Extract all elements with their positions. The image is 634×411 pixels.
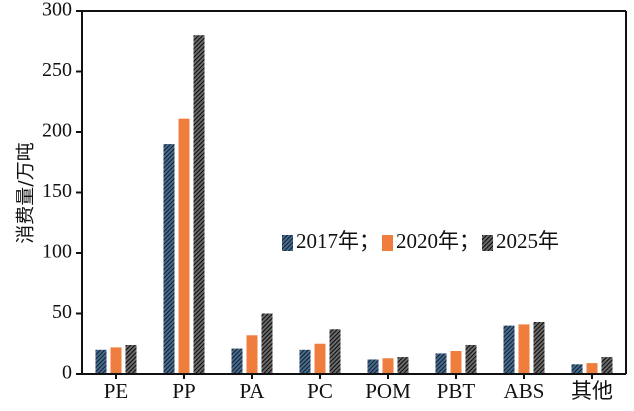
bar-PA-2017年 (231, 348, 243, 374)
bar-PP-2020年 (178, 118, 190, 374)
bar-其他-2020年 (586, 363, 598, 374)
bar-PC-2020年 (314, 343, 326, 374)
legend-label: 2020年； (396, 229, 480, 253)
bar-PBT-2017年 (435, 353, 447, 374)
legend-swatch (482, 235, 493, 251)
x-tick-label: ABS (504, 379, 545, 403)
bar-POM-2017年 (367, 359, 379, 374)
legend-swatch (382, 235, 393, 251)
y-tick-label: 150 (42, 180, 72, 202)
x-tick-label: PBT (437, 379, 476, 403)
bar-ABS-2020年 (518, 324, 530, 374)
bar-PE-2025年 (125, 344, 137, 374)
y-tick-label: 100 (42, 241, 72, 263)
bar-PA-2020年 (246, 335, 258, 374)
legend-label: 2025年 (496, 229, 559, 253)
bar-ABS-2017年 (503, 325, 515, 374)
axes (81, 10, 627, 375)
bar-PC-2017年 (299, 349, 311, 374)
x-tick-label: PP (172, 379, 195, 403)
x-tick-label: PC (307, 379, 333, 403)
bar-PC-2025年 (329, 329, 341, 374)
bar-PP-2017年 (163, 144, 175, 374)
y-tick-label: 0 (62, 362, 72, 384)
bar-PE-2017年 (95, 349, 107, 374)
x-axis-labels: PE PP PA PC POM PBT ABS 其他 (104, 374, 613, 403)
bar-其他-2017年 (571, 364, 583, 374)
bar-POM-2025年 (397, 357, 409, 374)
x-tick-label: PE (104, 379, 129, 403)
bar-PE-2020年 (110, 347, 122, 374)
y-axis-title-group: 消费量/万吨 (15, 142, 37, 243)
bar-POM-2020年 (382, 358, 394, 374)
legend: 2017年； 2020年； 2025年 (282, 229, 559, 253)
bar-PA-2025年 (261, 313, 273, 374)
bar-PP-2025年 (193, 35, 205, 374)
legend-swatch (282, 235, 293, 251)
y-axis-title: 消费量/万吨 (15, 142, 37, 243)
bar-PBT-2020年 (450, 351, 462, 374)
bar-其他-2025年 (601, 357, 613, 374)
bar-PBT-2025年 (465, 344, 477, 374)
x-tick-label: PA (240, 379, 266, 403)
y-tick-label: 300 (42, 0, 72, 21)
legend-label: 2017年； (296, 229, 380, 253)
y-tick-label: 200 (42, 120, 72, 142)
x-tick-label: POM (365, 379, 411, 403)
bars (95, 35, 613, 374)
y-tick-label: 50 (52, 301, 72, 323)
bar-ABS-2025年 (533, 321, 545, 374)
y-axis-ticks: 0 50 100 150 200 250 300 (42, 0, 82, 384)
y-tick-label: 250 (42, 59, 72, 81)
x-tick-label: 其他 (571, 379, 613, 403)
